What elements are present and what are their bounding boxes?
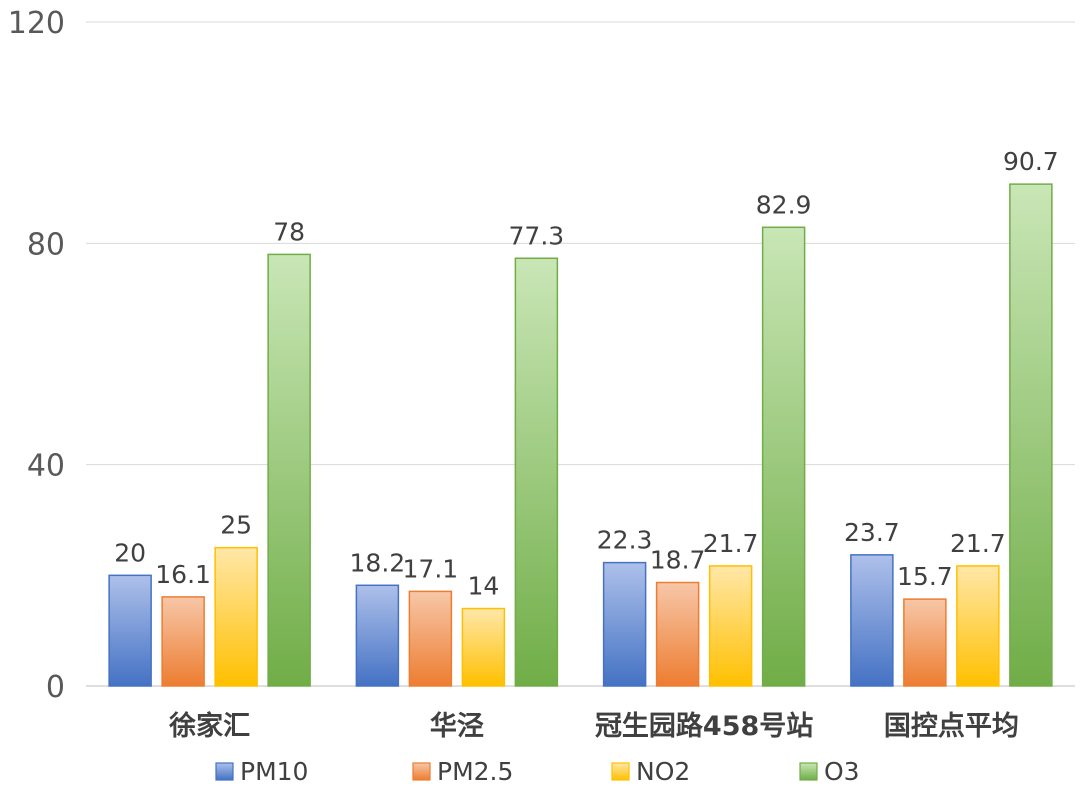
bar-pm25-0 — [161, 596, 205, 687]
y-axis-tick-labels: 0 40 80 120 — [8, 6, 65, 705]
x-category-label: 冠生园路458号站 — [595, 710, 813, 742]
legend-swatch — [215, 762, 234, 781]
bar-pm10-1 — [355, 584, 400, 687]
legend-item-o3: O3 — [799, 757, 860, 786]
data-label: 20 — [114, 538, 146, 567]
legend-swatch — [611, 762, 630, 781]
data-label: 21.7 — [703, 529, 759, 558]
bar-o3-0 — [267, 253, 311, 687]
y-tick-label: 120 — [8, 6, 65, 41]
y-tick-label: 40 — [27, 449, 65, 484]
y-tick-label: 80 — [27, 227, 65, 262]
legend: PM10 PM2.5 NO2 O3 — [215, 757, 860, 786]
data-label: 78 — [273, 217, 305, 246]
data-label: 23.7 — [844, 518, 900, 547]
x-axis-category-labels: 徐家汇 华泾 冠生园路458号站 国控点平均 — [168, 710, 1019, 742]
x-category-label: 徐家汇 — [168, 710, 250, 742]
data-label: 18.2 — [350, 548, 406, 577]
bar-pm10-3 — [850, 554, 894, 687]
legend-label: PM2.5 — [437, 757, 513, 786]
bar-o3-1 — [514, 257, 559, 687]
bar-no2-0 — [214, 546, 258, 687]
bar-o3-3 — [1009, 183, 1053, 687]
data-label: 17.1 — [403, 554, 459, 583]
y-tick-label: 0 — [46, 670, 65, 705]
data-label: 14 — [467, 572, 499, 601]
data-label: 77.3 — [509, 221, 565, 250]
data-label: 90.7 — [1003, 147, 1059, 176]
bar-no2-1 — [461, 607, 506, 687]
data-label: 22.3 — [597, 526, 653, 555]
legend-item-no2: NO2 — [611, 757, 690, 786]
bar-o3-2 — [761, 226, 806, 687]
legend-label: NO2 — [636, 757, 690, 786]
legend-swatch — [412, 762, 431, 781]
legend-swatch — [799, 762, 818, 781]
data-label: 82.9 — [756, 190, 812, 219]
bar-pm25-3 — [903, 598, 947, 687]
bar-no2-2 — [708, 565, 753, 687]
bar-pm10-0 — [108, 574, 152, 687]
x-category-label: 华泾 — [430, 710, 484, 742]
bar-pm10-2 — [602, 561, 647, 687]
x-category-label: 国控点平均 — [884, 711, 1019, 742]
data-label: 16.1 — [155, 560, 211, 589]
data-label: 21.7 — [950, 529, 1006, 558]
legend-item-pm25: PM2.5 — [412, 757, 513, 786]
data-label: 18.7 — [650, 546, 706, 575]
data-label: 25 — [220, 511, 252, 540]
legend-item-pm10: PM10 — [215, 757, 308, 786]
bar-no2-3 — [956, 565, 1000, 687]
legend-label: PM10 — [240, 757, 308, 786]
data-label: 15.7 — [897, 562, 953, 591]
bars — [108, 183, 1053, 687]
bar-pm25-1 — [408, 590, 453, 687]
bar-pm25-2 — [655, 581, 700, 687]
data-labels: 2016.1257818.217.11477.322.318.721.782.9… — [114, 147, 1058, 600]
legend-label: O3 — [824, 757, 860, 786]
